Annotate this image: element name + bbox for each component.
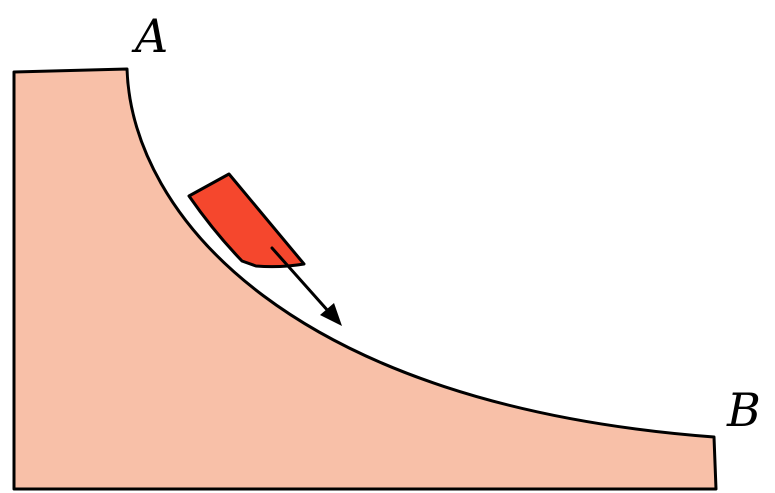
curved-ramp bbox=[12, 67, 718, 491]
arrow-down-right-icon bbox=[270, 246, 342, 326]
label-start-point-a: A bbox=[131, 9, 168, 63]
label-end-point-b: B bbox=[726, 383, 761, 437]
motion-arrow-head bbox=[320, 303, 342, 326]
sliding-block bbox=[187, 172, 306, 269]
motion-arrow-shaft bbox=[270, 246, 331, 314]
